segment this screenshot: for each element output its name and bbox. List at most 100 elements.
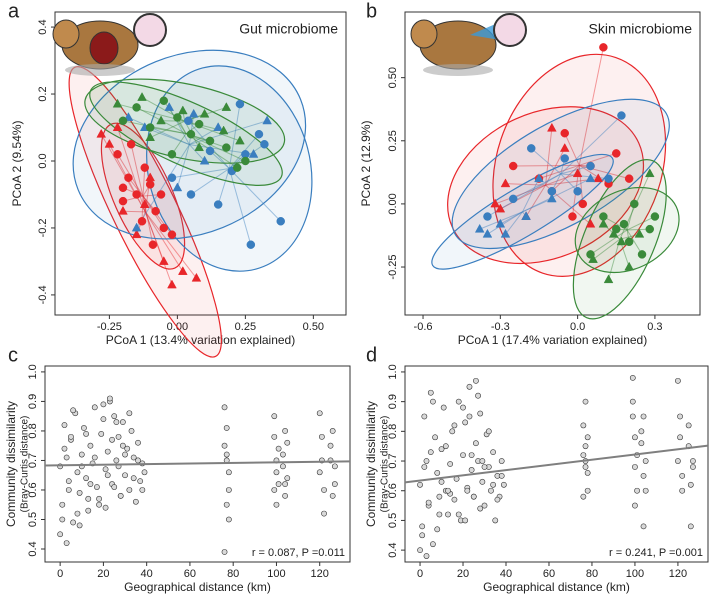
point: [580, 493, 587, 500]
panel-label: a: [8, 0, 20, 22]
point: [225, 516, 232, 523]
point: [685, 422, 692, 429]
point: [222, 143, 231, 152]
point: [436, 511, 443, 518]
point: [675, 458, 681, 464]
point: [560, 128, 569, 138]
y-tick-label: 0.25: [387, 130, 399, 151]
spider-line: [150, 127, 187, 135]
panel: c 0 20 40 60 80 100 120 0.4 0.5 0.6 0.7 0.8 0.9 1.0 Geo…: [4, 344, 351, 594]
point: [481, 464, 488, 470]
point: [273, 469, 280, 476]
point: [194, 119, 204, 129]
y-axis-label: PCoA 2 (9.54%): [10, 120, 24, 206]
point: [442, 443, 449, 450]
point: [582, 464, 589, 470]
point: [130, 475, 137, 482]
point: [132, 190, 141, 199]
point: [65, 478, 72, 485]
point: [132, 498, 139, 505]
spider-line: [122, 210, 146, 213]
spider-line: [184, 120, 241, 142]
point: [547, 122, 557, 132]
point: [432, 434, 438, 441]
mouse-ear: [52, 19, 80, 49]
point: [188, 108, 199, 118]
data-layer: [68, 49, 313, 358]
spider-line: [144, 211, 197, 279]
plot-frame: [404, 365, 709, 563]
confidence-ellipse: [431, 153, 614, 270]
point: [498, 458, 505, 464]
point: [83, 430, 89, 437]
point: [85, 495, 92, 502]
point: [421, 464, 428, 470]
point: [76, 522, 83, 529]
point: [473, 377, 479, 384]
point: [213, 200, 223, 209]
point: [104, 472, 111, 479]
point: [112, 98, 123, 108]
point: [96, 128, 107, 138]
y-tick-label: 0.8: [27, 423, 39, 438]
point: [419, 532, 426, 539]
y-tick-label: 0.4: [37, 19, 49, 34]
mouse-shadow: [423, 64, 493, 76]
spider-line: [545, 128, 553, 186]
point: [584, 470, 591, 476]
point: [221, 442, 228, 449]
point: [145, 123, 155, 132]
point: [559, 143, 570, 152]
point: [68, 433, 74, 440]
point: [177, 266, 188, 275]
spider-line: [505, 183, 546, 186]
panel: b -0.6 -0.3 0.0 0.3 -0.25 0.00 0.25 0.50 PCoA 1 (…: [359, 0, 701, 347]
point: [679, 487, 686, 494]
x-tick-label: 0.25: [235, 321, 256, 333]
point: [617, 111, 626, 120]
skin-beam: [470, 22, 500, 40]
y-tick-label: 0.2: [37, 86, 49, 101]
point: [421, 413, 428, 420]
spider-line: [149, 120, 185, 139]
point: [122, 451, 128, 458]
annotation: r = 0.241, P =0.001: [609, 547, 703, 559]
point: [464, 487, 471, 494]
point: [521, 211, 531, 220]
point: [194, 142, 204, 152]
point: [118, 196, 128, 206]
point: [629, 413, 636, 420]
point: [677, 434, 683, 441]
point: [494, 496, 501, 503]
point: [119, 442, 126, 449]
point: [488, 487, 494, 494]
y-tick-label: 0.9: [387, 394, 399, 409]
point: [588, 254, 598, 263]
point: [159, 96, 169, 105]
point: [572, 168, 583, 178]
point: [642, 487, 649, 494]
point: [481, 502, 488, 509]
plot-frame: [54, 11, 347, 316]
point: [78, 451, 85, 458]
x-tick-label: 0: [417, 568, 423, 580]
y-tick-label: 1.0: [27, 364, 39, 379]
point: [640, 472, 647, 479]
point: [477, 410, 484, 417]
point: [156, 115, 166, 125]
point: [508, 161, 518, 171]
point: [690, 464, 696, 470]
point: [490, 198, 500, 208]
point: [470, 493, 477, 500]
point: [419, 523, 426, 530]
y-tick-label: -0.25: [387, 254, 399, 279]
point: [451, 422, 458, 429]
y-tick-label: 0.8: [387, 424, 399, 439]
spider-line: [228, 103, 241, 169]
point: [115, 433, 122, 440]
point: [608, 228, 619, 238]
point: [254, 129, 264, 139]
point: [675, 377, 681, 384]
point: [271, 413, 278, 420]
point: [260, 139, 269, 149]
